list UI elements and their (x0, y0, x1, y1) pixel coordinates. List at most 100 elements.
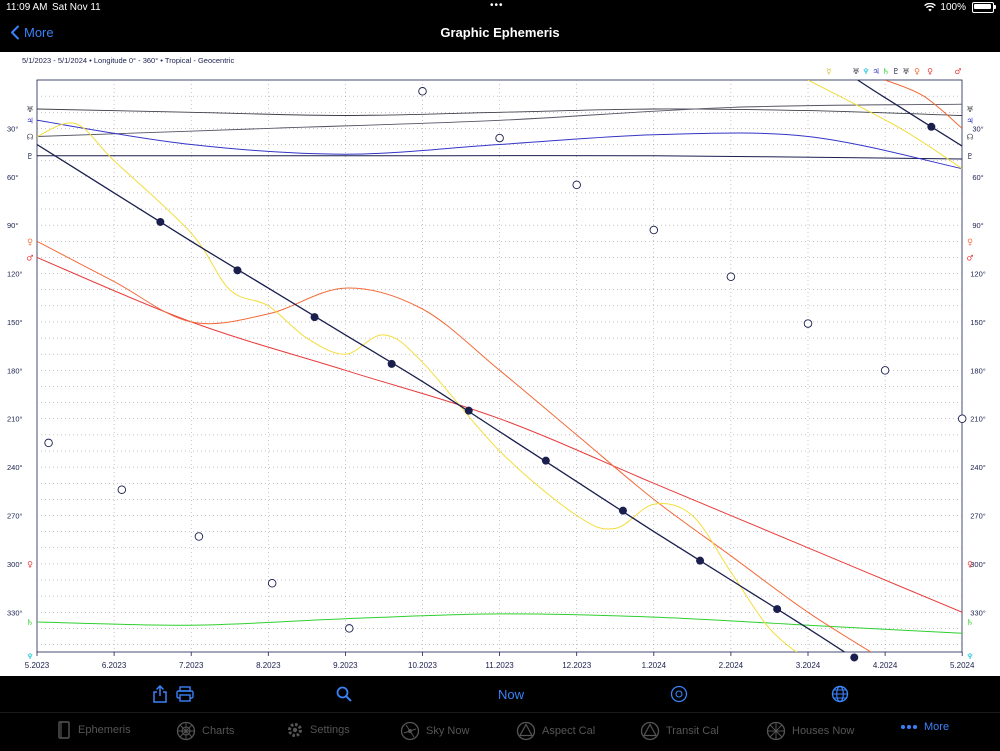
tab-transit-cal[interactable]: Transit Cal (640, 721, 719, 741)
back-label: More (24, 25, 54, 40)
navigation-bar: More Graphic Ephemeris (0, 16, 1000, 52)
mars-line (37, 256, 962, 613)
x-tick-label: 12.2023 (562, 661, 591, 670)
multitask-dots-icon[interactable]: ••• (490, 0, 504, 11)
moon-marker (194, 532, 204, 541)
y-tick-label: 240° (970, 463, 986, 472)
x-tick-label: 4.2024 (873, 661, 898, 670)
y-tick-label: 270° (970, 512, 986, 521)
moon-marker (957, 414, 967, 423)
more-icon (901, 725, 917, 729)
y-tick-label: 120° (970, 270, 986, 279)
top-glyph-icon: ♅ (902, 67, 909, 76)
pluto-line (37, 155, 962, 160)
moon-marker (803, 319, 813, 328)
pluto-glyph-icon: ♇ (966, 152, 973, 161)
status-time: 11:09 AM (6, 2, 48, 13)
neptune-glyph-icon: ♆ (966, 652, 973, 661)
tab-label: Houses Now (792, 725, 855, 737)
x-tick-label: 9.2023 (333, 661, 358, 670)
x-tick-label: 6.2023 (102, 661, 127, 670)
sun-marker (541, 456, 550, 465)
planet-lines (37, 80, 962, 652)
search-button[interactable] (334, 684, 354, 704)
print-button[interactable] (174, 684, 196, 704)
tab-aspect-cal[interactable]: Aspect Cal (516, 721, 595, 741)
top-glyph-icon: ♅ (852, 67, 859, 76)
chart-subtitle: 5/1/2023 - 5/1/2024 • Longitude 0° - 360… (22, 56, 234, 65)
pluto-glyph-icon: ♇ (26, 152, 33, 161)
top-glyph-icon: ♂ (954, 67, 961, 76)
jupiter-glyph-icon: ♃ (966, 116, 973, 125)
mars-glyph-icon: ♀ (27, 560, 33, 569)
moon-marker (345, 624, 354, 633)
tab-more[interactable]: More (900, 721, 949, 733)
y-tick-label: 300° (7, 560, 23, 569)
moon-marker (117, 485, 127, 494)
moon-marker (649, 225, 659, 235)
tab-sky-now[interactable]: Sky Now (400, 721, 469, 741)
share-button[interactable] (150, 684, 170, 704)
x-tick-label: 1.2024 (642, 661, 667, 670)
y-tick-label: 60° (7, 173, 18, 182)
saturn-glyph-icon: ♄ (26, 618, 33, 627)
y-tick-label: 30° (972, 124, 983, 133)
moon-marker (495, 133, 504, 143)
y-tick-label: 330° (970, 608, 986, 617)
x-tick-label: 11.2023 (485, 661, 514, 670)
top-glyph-icon: ☿ (827, 67, 832, 76)
tab-label: Settings (310, 724, 350, 736)
top-glyph-icon: ♀ (914, 67, 920, 76)
wheel-icon (176, 721, 196, 741)
venus-glyph-icon: ♀ (967, 237, 973, 246)
y-tick-label: 150° (970, 318, 986, 327)
sun-marker (618, 506, 627, 515)
back-button[interactable]: More (10, 25, 54, 40)
y-tick-label: 180° (970, 366, 986, 375)
tab-bar: Ephemeris Charts Settings Sky Now Aspect… (0, 712, 1000, 751)
y-tick-label: 210° (970, 415, 986, 424)
status-date: Sat Nov 11 (52, 2, 101, 13)
node-glyph-icon: ☊ (966, 132, 973, 141)
tab-ephemeris[interactable]: Ephemeris (56, 721, 131, 739)
y-tick-label: 330° (7, 608, 23, 617)
tab-settings[interactable]: Settings (286, 721, 350, 739)
chevron-left-icon (11, 25, 19, 40)
degrees-button[interactable] (668, 684, 690, 704)
houses-icon (766, 721, 786, 741)
ephemeris-plot[interactable]: 5/1/2023 - 5/1/2024 • Longitude 0° - 360… (0, 52, 1000, 676)
moon-marker (880, 366, 890, 375)
ephemeris-chart[interactable]: 5/1/2023 - 5/1/2024 • Longitude 0° - 360… (0, 52, 1000, 676)
now-button[interactable]: Now (497, 686, 524, 702)
uranus-glyph-icon: ♅ (26, 105, 33, 114)
gear-icon (288, 723, 302, 737)
mercury-line (807, 80, 962, 170)
y-tick-label: 240° (7, 463, 23, 472)
saturn-glyph-icon: ♄ (966, 618, 973, 627)
search-icon (336, 686, 352, 702)
y-tick-label: 150° (7, 318, 23, 327)
moon-marker (267, 579, 277, 588)
tab-charts[interactable]: Charts (176, 721, 234, 741)
y-tick-label: 300° (970, 560, 986, 569)
y-tick-label: 60° (972, 173, 983, 182)
y-tick-label: 120° (7, 270, 23, 279)
tab-houses-now[interactable]: Houses Now (766, 721, 854, 741)
tab-label: Transit Cal (666, 725, 719, 737)
top-glyph-icon: ♃ (872, 67, 879, 76)
y-tick-label: 90° (7, 221, 18, 230)
globe-button[interactable] (830, 684, 850, 704)
sun-marker (850, 653, 859, 662)
x-tick-label: 3.2024 (796, 661, 821, 670)
venus-line (884, 80, 962, 129)
tab-label: Sky Now (426, 725, 470, 737)
x-tick-label: 5.2024 (950, 661, 975, 670)
triangle-icon (640, 721, 660, 741)
grid-layer (36, 79, 963, 656)
status-bar: 11:09 AM Sat Nov 11 ••• 100% (0, 0, 1000, 16)
tab-label: More (924, 721, 950, 733)
neptune-glyph-icon: ♆ (26, 652, 33, 661)
top-glyph-icon: ♇ (892, 67, 899, 76)
x-tick-label: 2.2024 (719, 661, 744, 670)
triangle-icon (516, 721, 536, 741)
